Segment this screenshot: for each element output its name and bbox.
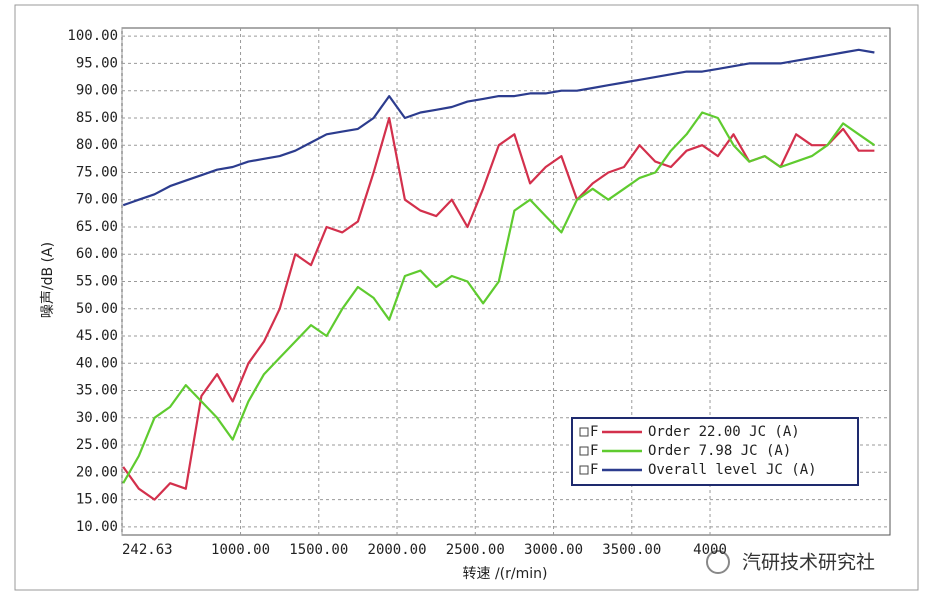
- y-tick-label: 60.00: [76, 246, 118, 262]
- x-axis-title: 转速 /(r/min): [463, 566, 548, 582]
- y-tick-label: 35.00: [76, 383, 118, 399]
- y-tick-label: 10.00: [76, 519, 118, 535]
- y-axis-title: 噪声/dB (A): [40, 242, 56, 318]
- x-tick-label: 3000.00: [524, 542, 583, 558]
- x-tick-label: 4000: [693, 542, 727, 558]
- legend-box: [571, 417, 859, 486]
- y-tick-label: 20.00: [76, 464, 118, 480]
- y-tick-label: 40.00: [76, 355, 118, 371]
- legend-checkbox: [579, 427, 589, 437]
- legend-marker-text: F: [590, 462, 598, 478]
- legend-checkbox: [579, 446, 589, 456]
- y-tick-label: 90.00: [76, 83, 118, 99]
- y-tick-label: 75.00: [76, 164, 118, 180]
- line-series: [122, 111, 876, 484]
- watermark: 汽研技术研究社: [742, 552, 875, 574]
- x-tick-label: 242.63: [122, 542, 173, 558]
- watermark-icon: [706, 550, 730, 574]
- y-tick-label: 100.00: [67, 28, 118, 44]
- y-tick-label: 15.00: [76, 492, 118, 508]
- line-series: [122, 48, 875, 207]
- legend-label: Overall level JC (A): [648, 462, 817, 478]
- y-tick-label: 55.00: [76, 274, 118, 290]
- legend-marker-text: F: [590, 424, 598, 440]
- x-tick-label: 2000.00: [368, 542, 427, 558]
- x-tick-label: 3500.00: [602, 542, 661, 558]
- y-tick-label: 95.00: [76, 55, 118, 71]
- y-tick-label: 50.00: [76, 301, 118, 317]
- legend-marker-text: F: [590, 443, 598, 459]
- legend-checkbox: [579, 465, 589, 475]
- x-tick-label: 1000.00: [211, 542, 270, 558]
- legend-label: Order 7.98 JC (A): [648, 443, 791, 459]
- y-tick-label: 80.00: [76, 137, 118, 153]
- y-tick-label: 65.00: [76, 219, 118, 235]
- y-tick-label: 30.00: [76, 410, 118, 426]
- y-tick-label: 25.00: [76, 437, 118, 453]
- y-tick-label: 85.00: [76, 110, 118, 126]
- x-tick-label: 1500.00: [289, 542, 348, 558]
- y-tick-label: 45.00: [76, 328, 118, 344]
- y-tick-label: 70.00: [76, 192, 118, 208]
- legend-label: Order 22.00 JC (A): [648, 424, 800, 440]
- watermark-group: 汽研技术研究社: [706, 550, 875, 574]
- x-tick-label: 2500.00: [446, 542, 505, 558]
